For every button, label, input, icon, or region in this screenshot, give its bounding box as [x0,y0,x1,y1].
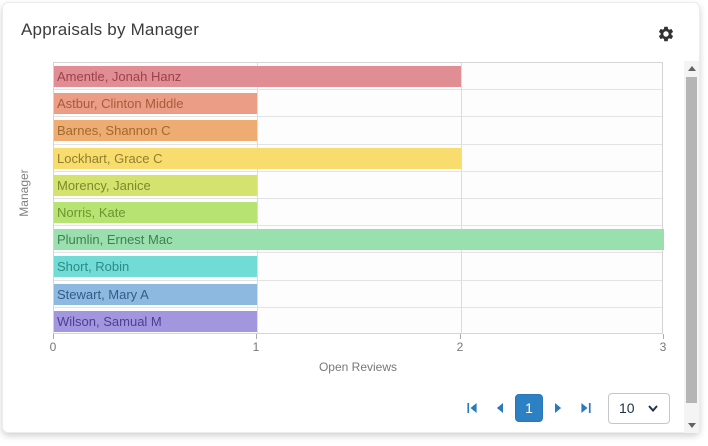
chevron-down-icon [648,405,658,413]
bar-7[interactable]: Plumlin, Ernest Mac [54,229,664,250]
v-gridline [461,63,462,333]
v-gridline [257,63,258,333]
bar-4[interactable]: Lockhart, Grace C [54,148,461,169]
bar-2[interactable]: Astbur, Clinton Middle [54,93,257,114]
page-size-select[interactable]: 10 [608,392,670,424]
bar-label: Norris, Kate [57,205,126,220]
bar-label: Stewart, Mary A [57,287,149,302]
gear-icon [658,26,674,42]
scroll-up-icon [687,66,696,71]
scroll-up-button[interactable] [684,61,699,76]
next-page-icon [555,403,562,413]
h-gridline [54,116,662,118]
h-gridline [54,306,662,308]
first-page-icon [467,403,477,413]
bar-label: Lockhart, Grace C [57,151,163,166]
h-gridline [54,170,662,172]
pagination: 1 10 [465,392,670,424]
plot-area: Amentle, Jonah Hanz Astbur, Clinton Middl… [53,62,664,334]
h-gridline [54,198,662,199]
last-page-button[interactable] [579,401,593,415]
first-page-button[interactable] [465,401,479,415]
x-tick-label: 2 [456,340,464,354]
bar-label: Morency, Janice [57,178,151,193]
settings-button[interactable] [657,25,675,43]
scroll-down-icon [687,423,696,428]
bar-label: Wilson, Samual M [57,314,162,329]
x-tick-label: 0 [49,340,57,354]
x-tick-label: 1 [252,340,260,354]
bar-5[interactable]: Morency, Janice [54,175,257,196]
y-axis-title: Manager [17,169,31,217]
h-gridline [54,279,662,281]
bar-8[interactable]: Short, Robin [54,256,257,277]
x-axis-title: Open Reviews [318,360,398,374]
x-axis: 0 1 2 3 [50,334,666,358]
scrollbar-thumb[interactable] [686,77,697,403]
bar-label: Amentle, Jonah Hanz [57,69,182,84]
h-gridline [54,143,662,145]
prev-page-icon [496,403,503,413]
bar-9[interactable]: Stewart, Mary A [54,284,257,305]
x-tick-mark [460,334,461,339]
bar-1[interactable]: Amentle, Jonah Hanz [54,66,461,87]
page-number-button[interactable]: 1 [515,394,543,422]
h-gridline [54,225,662,227]
page-size-value: 10 [619,400,635,416]
bar-3[interactable]: Barnes, Shannon C [54,120,257,141]
h-gridline [54,89,662,91]
x-tick-label: 3 [659,340,667,354]
next-page-button[interactable] [551,401,565,415]
vertical-scrollbar[interactable] [684,61,699,433]
bar-label: Barnes, Shannon C [57,123,171,138]
x-tick-mark [53,334,54,339]
bar-label: Plumlin, Ernest Mac [57,232,173,247]
x-tick-mark [256,334,257,339]
bar-6[interactable]: Norris, Kate [54,202,257,223]
bar-label: Short, Robin [57,259,130,274]
x-tick-mark [663,334,664,339]
widget-title: Appraisals by Manager [21,20,200,39]
appraisals-widget: Appraisals by Manager Manager Amentle, J… [2,2,700,433]
bar-label: Astbur, Clinton Middle [57,96,184,111]
last-page-icon [581,403,591,413]
h-gridline [54,252,662,254]
scroll-down-button[interactable] [684,418,699,433]
prev-page-button[interactable] [493,401,507,415]
bar-10[interactable]: Wilson, Samual M [54,311,257,332]
